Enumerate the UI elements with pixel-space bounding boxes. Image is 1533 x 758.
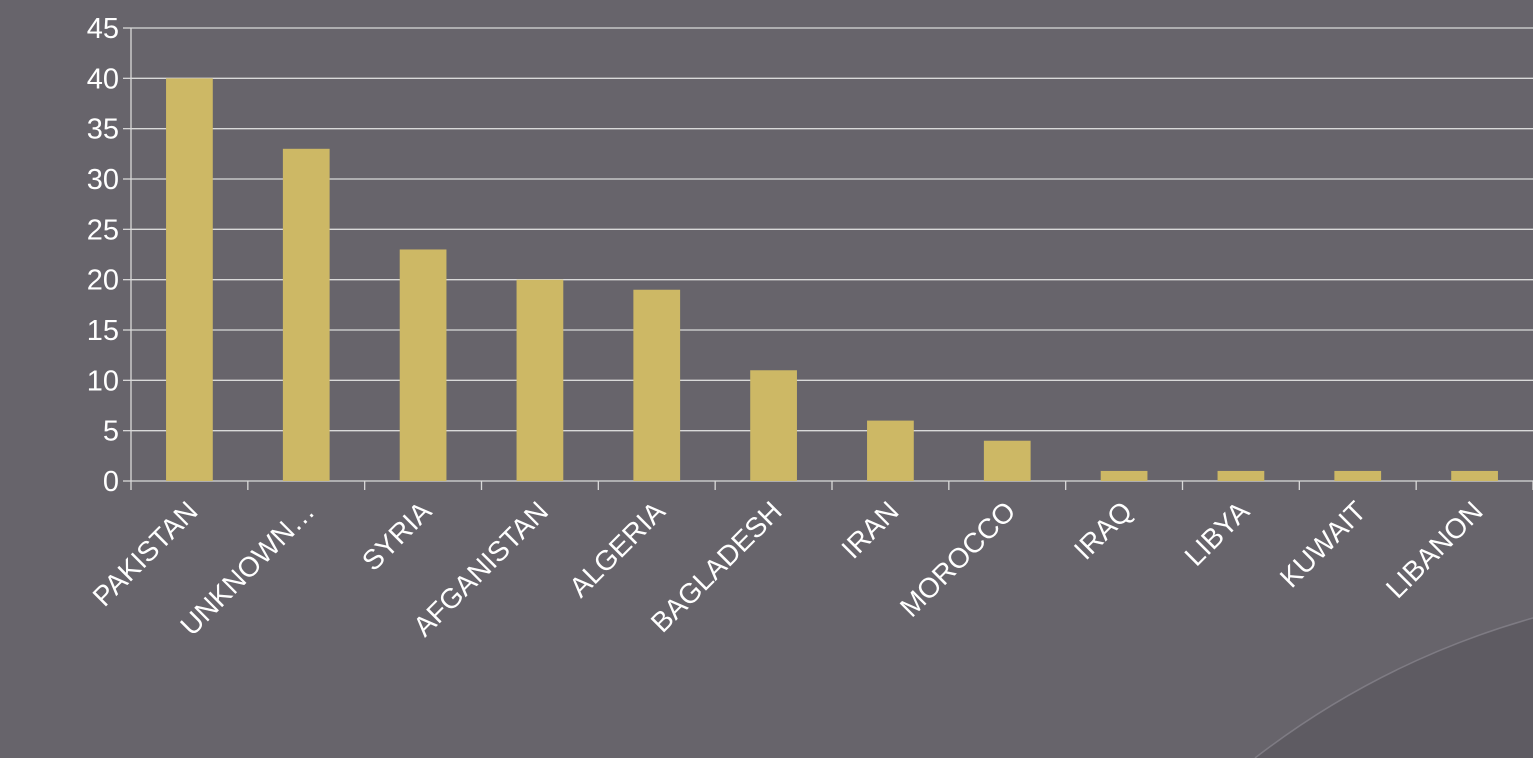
x-category-label: ALGERIA xyxy=(563,495,671,603)
bar-iraq xyxy=(1100,470,1148,481)
x-category-label: IRAN xyxy=(835,495,904,564)
y-tick-label: 0 xyxy=(103,466,119,498)
y-tick-label: 25 xyxy=(87,214,119,246)
y-tick-label: 20 xyxy=(87,265,119,297)
y-tick-label: 40 xyxy=(87,63,119,95)
bar-afganistan xyxy=(516,279,564,481)
x-category-label: KUWAIT xyxy=(1274,495,1372,593)
bar-bagladesh xyxy=(750,370,797,481)
y-tick-label: 5 xyxy=(103,416,119,448)
x-category-label: PAKISTAN xyxy=(87,495,204,612)
y-tick-label: 10 xyxy=(87,365,119,397)
bar-iran xyxy=(867,420,914,481)
bar-libanon xyxy=(1451,470,1498,481)
bar-morocco xyxy=(983,440,1031,481)
y-tick-label: 15 xyxy=(87,315,119,347)
x-category-label: LIBANON xyxy=(1380,495,1489,604)
x-category-label: MOROCCO xyxy=(894,495,1022,623)
y-tick-label: 45 xyxy=(87,13,119,45)
x-category-label: SYRIA xyxy=(356,495,438,577)
bar-syria xyxy=(399,249,447,481)
x-category-label: IRAQ xyxy=(1068,495,1138,565)
bar-algeria xyxy=(633,289,681,481)
x-category-label: LIBYA xyxy=(1179,495,1256,572)
bar-kuwait xyxy=(1334,470,1382,481)
y-tick-label: 30 xyxy=(87,164,119,196)
bar-unknown xyxy=(282,148,330,482)
bar-pakistan xyxy=(166,78,213,481)
y-tick-label: 35 xyxy=(87,114,119,146)
bar-libya xyxy=(1217,470,1265,481)
